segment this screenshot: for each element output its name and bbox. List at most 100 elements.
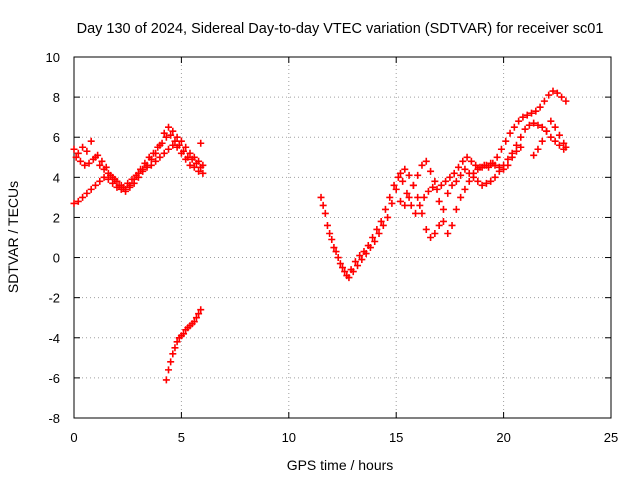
data-point [332,248,340,256]
data-point [175,141,183,149]
data-point [528,109,536,117]
data-point [351,258,359,266]
data-point [72,153,80,161]
data-point [96,161,104,169]
data-point [555,131,563,139]
data-point [87,185,95,193]
data-point [401,201,409,209]
data-point [433,185,441,193]
data-point [100,173,108,181]
data-point [545,91,553,99]
data-point [555,141,563,149]
data-point [405,193,413,201]
data-point [162,133,170,141]
data-point [74,149,82,157]
data-point [396,169,404,177]
x-tick-label: 5 [178,430,185,445]
data-point [431,229,439,237]
data-point [188,155,196,163]
x-tick-label: 15 [389,430,403,445]
series-isolated [197,139,205,147]
data-point [508,153,516,161]
data-point [87,137,95,145]
data-point [487,159,495,167]
data-point [83,147,91,155]
data-point [416,201,424,209]
data-point [317,193,325,201]
series-track-c [72,131,205,191]
data-point [551,137,559,145]
data-point [145,153,153,161]
data-point [515,117,523,125]
data-point [70,199,78,207]
data-point [538,123,546,131]
data-point [491,161,499,169]
data-point [422,225,430,233]
data-point [478,181,486,189]
data-point [534,145,542,153]
data-point [143,163,151,171]
data-point [76,157,84,165]
data-point [487,177,495,185]
data-point [377,217,385,225]
data-point [349,268,357,276]
data-point [461,165,469,173]
data-point [418,209,426,217]
data-point [512,147,520,155]
data-point [521,125,529,133]
y-tick-label: 0 [53,251,60,266]
data-point [461,185,469,193]
y-tick-label: 6 [53,130,60,145]
y-tick-label: 10 [46,50,60,65]
data-point [195,167,203,175]
data-point [137,165,145,173]
data-point [429,183,437,191]
data-point [197,139,205,147]
data-point [197,163,205,171]
data-point [465,177,473,185]
data-point [497,145,505,153]
data-point [177,137,185,145]
data-point [549,87,557,95]
data-point [403,189,411,197]
data-point [85,159,93,167]
data-point [341,268,349,276]
data-point [192,314,200,322]
data-point [540,97,548,105]
data-point [362,250,370,258]
x-tick-label: 25 [604,430,618,445]
data-point [418,161,426,169]
data-point [482,161,490,169]
y-tick-label: 2 [53,210,60,225]
data-point [323,221,331,229]
data-point [504,161,512,169]
data-point [536,103,544,111]
data-point [141,159,149,167]
data-point [407,201,415,209]
data-point [474,165,482,173]
data-point [319,201,327,209]
data-point [115,181,123,189]
y-axis-label: SDTVAR / TECUs [5,181,21,293]
y-tick-label: -2 [48,291,60,306]
data-point [444,229,452,237]
data-point [562,143,570,151]
data-point [530,151,538,159]
data-point [111,175,119,183]
series-track-e [317,87,570,280]
series-track-g [396,143,525,237]
data-point [454,163,462,171]
data-point [171,344,179,352]
data-point [401,165,409,173]
data-point [435,197,443,205]
data-point [500,165,508,173]
data-point [321,209,329,217]
data-point [491,173,499,181]
data-point [119,183,127,191]
data-point [149,149,157,157]
data-point [186,149,194,157]
data-point [147,161,155,169]
data-point [463,153,471,161]
data-point [388,199,396,207]
data-point [427,234,435,241]
